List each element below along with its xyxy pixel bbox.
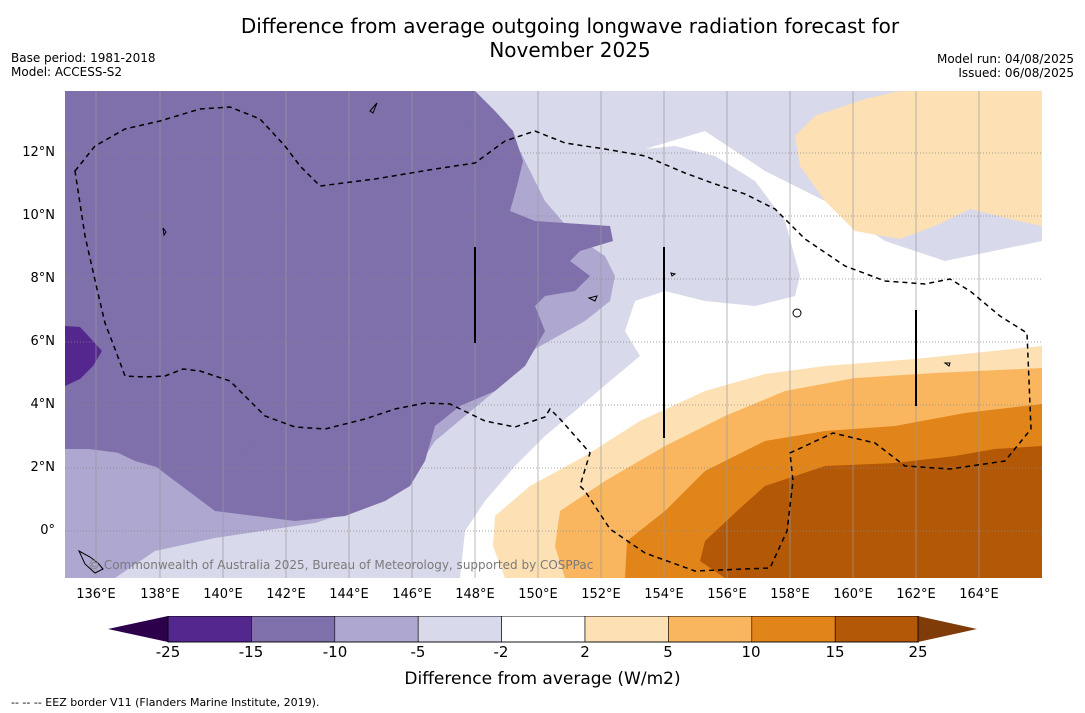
colorbar-segment <box>584 615 669 643</box>
lon-label: 156°E <box>707 587 747 602</box>
run-info: Model run: 04/08/2025 Issued: 06/08/2025 <box>937 52 1074 80</box>
colorbar-segment <box>751 615 836 643</box>
colorbar-segment <box>417 615 502 643</box>
colorbar-tick: -25 <box>155 643 181 661</box>
lon-label: 136°E <box>76 587 116 602</box>
colorbar-frame <box>167 615 919 643</box>
lon-label: 152°E <box>581 587 621 602</box>
colorbar-tick: -5 <box>410 643 426 661</box>
lon-label: 146°E <box>392 587 432 602</box>
colorbar-tick: 2 <box>580 643 590 661</box>
colorbar-segment <box>251 615 336 643</box>
map-title: Difference from average outgoing longwav… <box>0 14 1085 62</box>
colorbar <box>108 615 978 648</box>
lon-label: 148°E <box>455 587 495 602</box>
colorbar-tick: -15 <box>238 643 264 661</box>
colorbar-title: Difference from average (W/m2) <box>404 669 681 689</box>
colorbar-tick: 10 <box>741 643 761 661</box>
lat-label: 0° <box>40 523 55 538</box>
model-name: Model: ACCESS-S2 <box>11 65 123 79</box>
field-peach-north <box>795 91 1042 239</box>
colorbar-under-arrow <box>108 616 168 642</box>
lat-label: 2°N <box>30 460 56 475</box>
lon-label: 140°E <box>203 587 243 602</box>
lon-label: 144°E <box>329 587 369 602</box>
lon-label: 142°E <box>266 587 306 602</box>
lat-label: 10°N <box>22 208 55 223</box>
colorbar-tick: 15 <box>825 643 845 661</box>
model-run: Model run: 04/08/2025 <box>936 52 1074 66</box>
lat-label: 4°N <box>30 397 56 412</box>
copyright-credit: © Commonwealth of Australia 2025, Bureau… <box>88 558 594 572</box>
colorbar-segment <box>334 615 419 643</box>
lon-label: 150°E <box>518 587 558 602</box>
field-dark-purple <box>65 91 490 469</box>
lon-label: 158°E <box>770 587 810 602</box>
meridians <box>95 91 980 578</box>
field-dark-orange <box>700 446 1042 578</box>
title-line-1: Difference from average outgoing longwav… <box>240 14 900 38</box>
colorbar-tick: 25 <box>908 643 928 661</box>
lon-label: 164°E <box>959 587 999 602</box>
lon-label: 160°E <box>833 587 873 602</box>
issued-date: Issued: 06/08/2025 <box>958 66 1074 80</box>
colorbar-segment <box>501 615 586 643</box>
gridlines <box>65 152 1042 532</box>
lon-label: 154°E <box>644 587 684 602</box>
field-deep-purple <box>65 326 102 386</box>
lon-label: 138°E <box>140 587 180 602</box>
lon-label: 162°E <box>896 587 936 602</box>
title-line-2: November 2025 <box>489 38 651 62</box>
base-period: Base period: 1981-2018 <box>11 51 156 65</box>
eez-border <box>74 106 1032 572</box>
map-canvas <box>65 91 1042 578</box>
forecast-map <box>65 91 1042 578</box>
lat-label: 8°N <box>30 271 56 286</box>
colorbar-segment <box>167 615 252 643</box>
colorbar-segment <box>668 615 753 643</box>
lat-label: 6°N <box>30 334 56 349</box>
colorbar-svg <box>108 615 977 643</box>
model-info: Base period: 1981-2018 Model: ACCESS-S2 <box>11 51 156 79</box>
colorbar-tick: -2 <box>493 643 509 661</box>
colorbar-over-arrow <box>918 616 977 642</box>
eez-footnote: -- -- -- EEZ border V11 (Flanders Marine… <box>11 696 320 709</box>
colorbar-segment <box>834 615 919 643</box>
islands <box>77 102 951 574</box>
colorbar-tick: 5 <box>663 643 673 661</box>
colorbar-tick: -10 <box>322 643 348 661</box>
lat-label: 12°N <box>22 145 55 160</box>
